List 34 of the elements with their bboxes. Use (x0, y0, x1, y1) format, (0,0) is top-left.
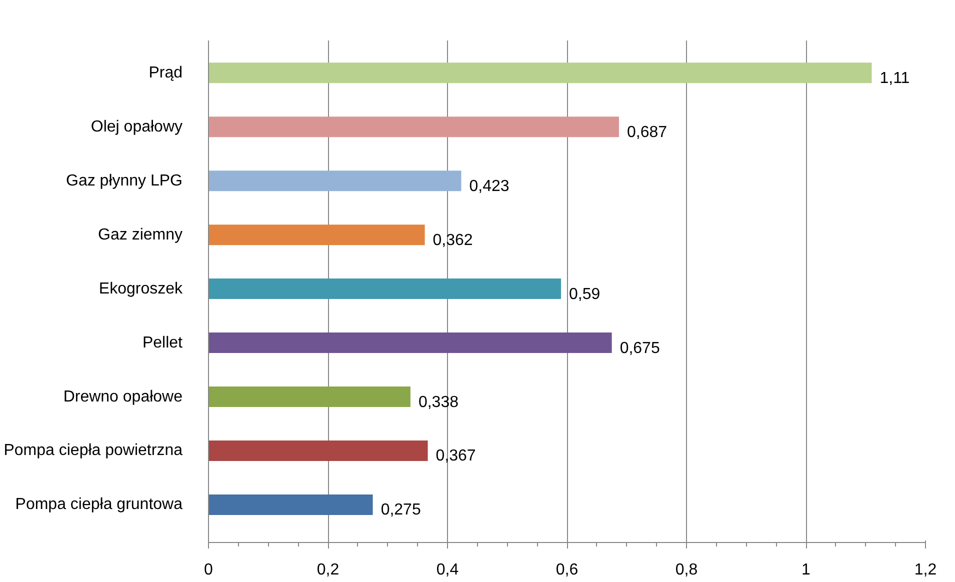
bar (208, 170, 462, 192)
y-tick-label: Gaz płynny LPG (66, 172, 182, 190)
bar (208, 62, 872, 84)
bar (208, 386, 410, 408)
x-tick-label: 1,2 (914, 562, 937, 578)
bar (208, 332, 612, 354)
x-tick-label: 0 (204, 562, 214, 578)
y-tick-label: Drewno opałowe (63, 388, 183, 406)
bar (208, 224, 425, 246)
data-label: 0,59 (569, 286, 600, 303)
data-label: 0,367 (436, 448, 476, 465)
y-tick-label: Gaz ziemny (98, 226, 182, 244)
y-tick-label: Pompa ciepła powietrzna (4, 442, 183, 460)
bar (208, 116, 619, 138)
x-tick-label: 0,6 (556, 562, 578, 578)
y-tick-label: Prąd (148, 64, 182, 82)
data-label: 0,423 (469, 178, 510, 195)
bar (208, 494, 373, 515)
data-label: 0,362 (432, 232, 473, 249)
y-tick-label: Pompa ciepła gruntowa (15, 496, 183, 514)
x-tick-label: 0,4 (436, 562, 459, 578)
bar (208, 278, 562, 300)
y-tick-label: Pellet (142, 334, 184, 352)
data-label: 1,11 (880, 70, 910, 87)
data-label: 0,687 (626, 124, 668, 141)
x-tick-label: 1 (802, 562, 811, 578)
x-tick-label: 0,2 (316, 562, 340, 578)
data-label: 0,275 (380, 502, 421, 519)
data-label: 0,675 (620, 340, 660, 357)
data-label: 0,338 (418, 394, 459, 411)
y-tick-label: Olej opałowy (90, 118, 183, 136)
x-tick-label: 0,8 (675, 562, 698, 578)
bar (208, 440, 428, 461)
y-tick-label: Ekogroszek (98, 280, 184, 298)
